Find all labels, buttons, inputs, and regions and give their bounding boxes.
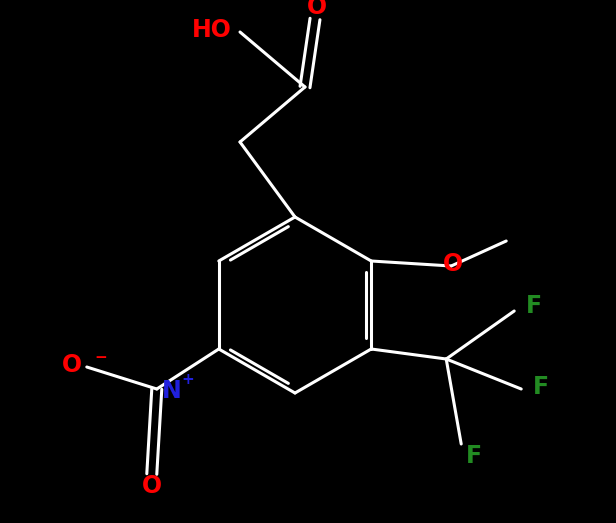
Text: F: F <box>466 444 482 468</box>
Text: O: O <box>443 252 463 276</box>
Text: −: − <box>95 349 108 365</box>
Text: HO: HO <box>192 18 232 42</box>
Text: F: F <box>526 294 542 318</box>
Text: F: F <box>533 375 549 399</box>
Text: O: O <box>307 0 327 19</box>
Text: +: + <box>182 371 195 386</box>
Text: O: O <box>62 353 82 377</box>
Text: N: N <box>162 379 182 403</box>
Text: O: O <box>142 474 162 498</box>
